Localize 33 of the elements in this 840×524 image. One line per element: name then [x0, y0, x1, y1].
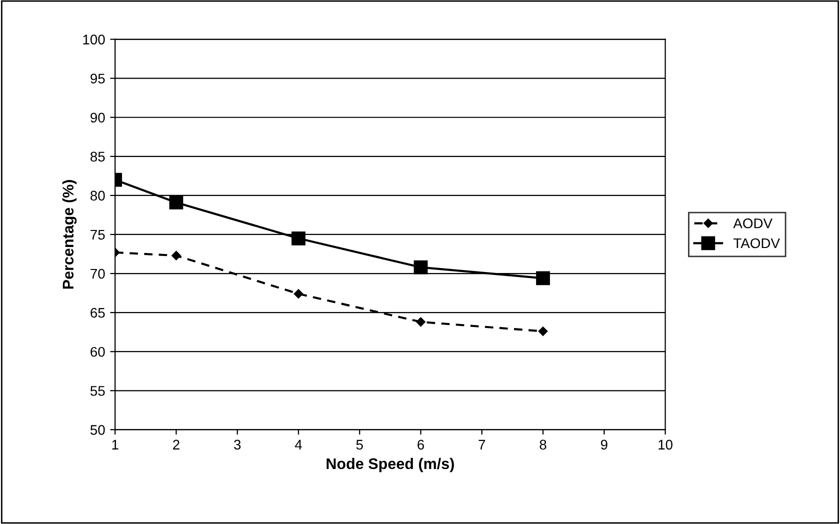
- point: [169, 196, 184, 210]
- y-axis-title: Percentage (%): [62, 180, 77, 289]
- x-tick-label: 5: [356, 440, 363, 450]
- y-tick-label: 70: [90, 268, 105, 279]
- point: [538, 326, 548, 336]
- x-tick-label: 9: [600, 440, 608, 450]
- y-tick-label: 65: [90, 308, 105, 318]
- x-tick-label: 4: [294, 440, 302, 450]
- y-tick-label: 95: [90, 74, 105, 84]
- y-tick-label: 75: [90, 230, 105, 240]
- point: [292, 231, 306, 246]
- y-tick-label: 90: [90, 112, 105, 123]
- x-tick-label: 7: [478, 440, 486, 450]
- y-tick-label: 80: [90, 190, 105, 201]
- y-tick-label: 85: [90, 152, 105, 162]
- x-tick-label: 10: [658, 440, 672, 450]
- x-tick-label: 8: [540, 440, 546, 450]
- x-tick-label: 6: [418, 440, 424, 450]
- point: [414, 260, 428, 274]
- y-tick-label: 60: [90, 346, 105, 357]
- y-tick-label: 50: [90, 425, 105, 435]
- point: [536, 271, 550, 286]
- y-tick-label: 100: [83, 34, 105, 44]
- legend-label: TAODV: [733, 238, 780, 248]
- point: [172, 250, 181, 260]
- legend-label: AODV: [733, 218, 772, 228]
- point: [294, 289, 304, 298]
- point: [416, 317, 426, 327]
- x-tick-label: 1: [112, 440, 118, 450]
- x-tick-label: 3: [234, 440, 241, 450]
- y-tick-label: 55: [90, 386, 105, 396]
- x-axis-title: Node Speed (m/s): [326, 458, 454, 472]
- x-tick-label: 2: [173, 440, 180, 450]
